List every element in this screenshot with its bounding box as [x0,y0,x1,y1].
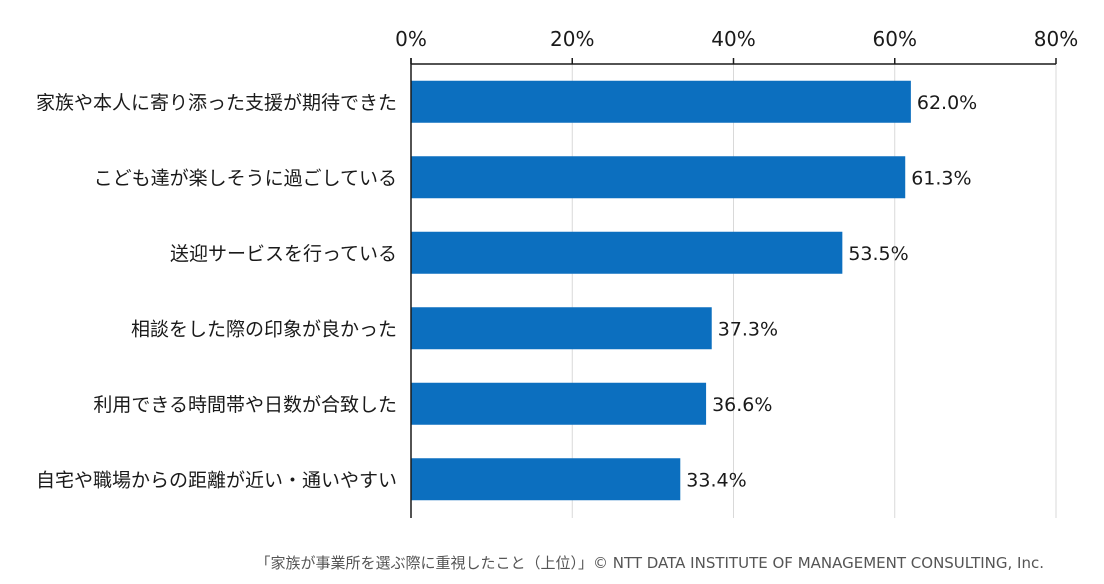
data-label: 36.6% [712,394,772,416]
category-label: 利用できる時間帯や日数が合致した [93,394,397,416]
data-label: 33.4% [686,469,746,491]
bars [411,80,911,501]
bar [411,156,906,199]
axes [410,58,1056,518]
bar [411,231,843,274]
x-tick-label: 40% [711,27,755,51]
x-tick-label: 60% [873,27,917,51]
category-label: こども達が楽しそうに過ごしている [94,167,397,189]
data-label: 37.3% [718,318,778,340]
bar [411,382,707,425]
x-axis-tick-labels: 0% 20% 40% 60% 80% [395,27,1078,51]
category-label: 送迎サービスを行っている [170,243,397,265]
source-caption: 「家族が事業所を選ぶ際に重視したこと（上位）」© NTT DATA INSTIT… [255,554,1044,572]
value-labels: 62.0% 61.3% 53.5% 37.3% 36.6% 33.4% [686,92,977,492]
data-label: 53.5% [848,243,908,265]
category-label: 家族や本人に寄り添った支援が期待できた [36,92,397,114]
category-label: 相談をした際の印象が良かった [131,318,397,340]
bar [411,80,911,123]
data-label: 61.3% [911,167,971,189]
x-tick-label: 0% [395,27,427,51]
gridlines [410,58,1057,518]
data-label: 62.0% [917,92,977,114]
category-labels: 家族や本人に寄り添った支援が期待できたこども達が楽しそうに過ごしている送迎サービ… [36,92,397,492]
bar [411,307,712,350]
bar [411,458,681,501]
category-label: 自宅や職場からの距離が近い・通いやすい [36,469,397,491]
x-tick-label: 20% [550,27,594,51]
x-tick-label: 80% [1034,27,1078,51]
